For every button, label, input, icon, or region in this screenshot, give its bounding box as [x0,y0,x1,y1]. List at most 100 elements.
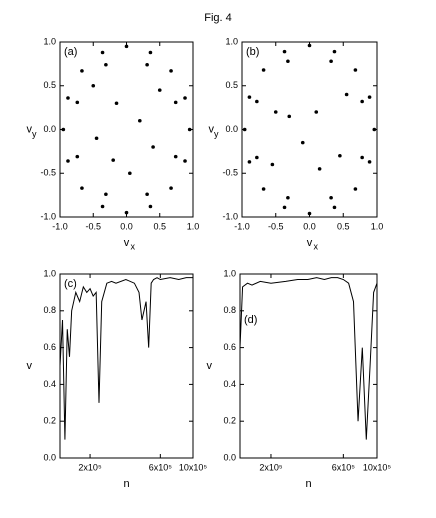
point [183,159,187,163]
point [372,127,377,132]
point [104,192,108,197]
point [61,127,66,132]
point [282,49,287,54]
panel-label: (c) [64,278,77,290]
point [169,69,173,73]
point [247,160,252,164]
point [344,92,349,97]
point [367,95,372,99]
y-tick-label: -1.0 [40,211,56,221]
y-axis-label: v [27,123,33,135]
y-tick-label: 0.4 [43,379,56,389]
x-tick-label: -0.5 [268,221,284,231]
panel-label: (d) [244,314,257,326]
point [100,204,105,209]
panel-label: (a) [64,46,77,58]
point [273,110,278,114]
point [157,88,162,92]
point [286,59,290,64]
point [300,140,305,145]
y-tick-label: 0.5 [43,80,56,90]
x-tick-label: 6x10⁵ [332,462,356,472]
y-axis-label: v [27,360,33,372]
point [255,155,259,160]
x-tick-label: -0.5 [85,221,101,231]
y-tick-label: 0.2 [43,416,56,426]
point [307,211,312,216]
x-axis-label: n [305,478,311,490]
point [255,99,259,104]
point [75,100,80,105]
point [329,59,333,64]
x-axis-label: n [123,478,129,490]
point [353,68,358,72]
y-tick-label: 1.0 [43,268,56,278]
y-axis-label-sub: y [214,129,219,139]
x-tick-label: 10x10⁵ [179,462,208,472]
y-tick-label: 1.0 [223,268,236,278]
x-tick-label: -1.0 [52,221,68,231]
point [242,127,247,132]
point [329,195,333,200]
point [270,162,275,167]
point [286,195,290,200]
point [91,83,96,88]
x-axis-label: v [307,237,313,249]
y-tick-label: 1.0 [43,36,56,46]
point [332,205,337,210]
x-axis-label: v [124,237,130,249]
y-tick-label: -0.5 [222,168,238,178]
x-tick-label: 6x10⁵ [149,462,173,472]
y-tick-label: 0.4 [223,379,236,389]
y-axis-label-sub: y [32,129,37,139]
point [173,100,178,105]
point [104,62,108,67]
point [100,50,105,55]
point [138,118,142,123]
point [353,187,358,191]
point [187,127,192,132]
x-tick-label: 2x10⁵ [78,462,102,472]
line [59,277,193,440]
point [66,96,70,100]
point [360,99,364,104]
point [169,186,173,190]
y-tick-label: 0.6 [223,342,236,352]
y-tick-label: 0.8 [43,305,56,315]
point [367,160,372,164]
point [287,114,292,119]
x-tick-label: -1.0 [234,221,250,231]
y-tick-label: 1.0 [225,36,238,46]
point [173,154,178,159]
point [317,167,322,171]
point [80,186,84,190]
y-tick-label: 0.0 [43,124,56,134]
point [94,136,99,141]
point [261,68,266,72]
point [360,155,364,160]
point [128,171,132,176]
y-tick-label: 0.8 [223,305,236,315]
point [111,158,115,162]
y-tick-label: 0.6 [43,342,56,352]
x-tick-label: 10x10⁵ [363,462,392,472]
line [239,277,378,440]
point [307,43,312,48]
panel-label: (b) [246,46,259,58]
y-tick-label: 0.0 [225,124,238,134]
point [148,204,153,209]
y-tick-label: 0.2 [223,416,236,426]
x-axis-label-sub: x [131,241,136,251]
x-axis-label-sub: x [314,241,319,251]
point [145,62,149,67]
point [183,96,187,100]
x-tick-label: 0.5 [153,221,166,231]
point [261,187,266,191]
point [80,69,84,73]
point [66,159,70,163]
x-tick-label: 2x10⁵ [259,462,283,472]
y-tick-label: 0.0 [43,452,56,462]
x-tick-label: 0.5 [337,221,350,231]
